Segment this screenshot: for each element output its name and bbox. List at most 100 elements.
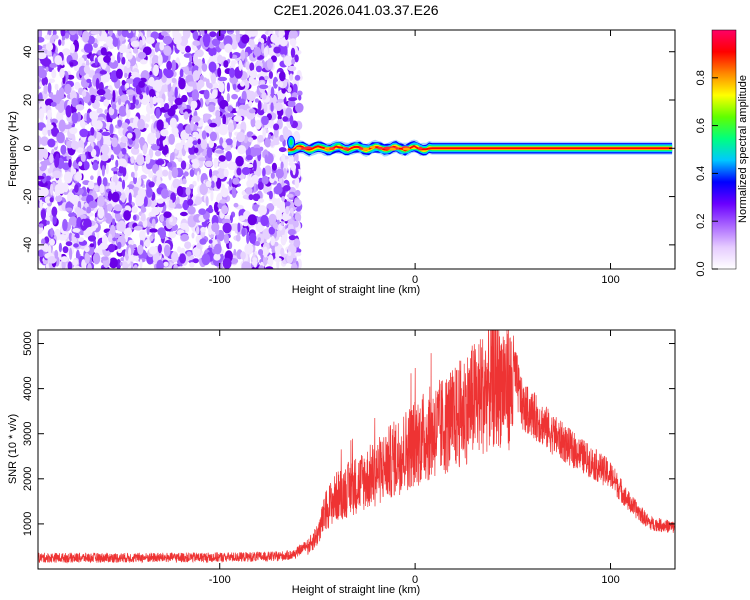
noise-blob (46, 109, 53, 120)
noise-blob (223, 168, 229, 178)
noise-blob (262, 126, 267, 139)
noise-blob (201, 130, 207, 140)
noise-blob (180, 211, 188, 217)
noise-blob (58, 87, 65, 99)
noise-blob (252, 193, 261, 202)
noise-blob (294, 199, 302, 207)
noise-blob (267, 254, 274, 267)
noise-blob (202, 77, 208, 82)
noise-blob (233, 202, 239, 208)
noise-blob (202, 33, 211, 45)
noise-blob (145, 154, 151, 164)
noise-blob (139, 39, 143, 48)
noise-blob (58, 119, 66, 132)
noise-blob (275, 249, 280, 261)
noise-blob (148, 170, 154, 178)
noise-blob (45, 42, 54, 52)
noise-blob (290, 47, 296, 58)
noise-blob (266, 58, 274, 70)
noise-blob (270, 235, 276, 246)
noise-blob (284, 201, 291, 207)
noise-blob (127, 132, 133, 139)
noise-blob (43, 84, 48, 95)
noise-blob (244, 51, 249, 58)
noise-blob (119, 150, 123, 161)
noise-blob (263, 47, 269, 58)
noise-blob (58, 234, 68, 241)
noise-blob (41, 76, 48, 87)
noise-blob (46, 220, 50, 225)
signal-peak (402, 147, 411, 151)
noise-blob (288, 235, 297, 241)
y-tick-label: 3000 (22, 421, 34, 445)
noise-blob (39, 199, 43, 211)
noise-blob (290, 163, 297, 172)
colorbar-tick-label: 0.6 (695, 118, 707, 133)
noise-blob (207, 82, 213, 89)
noise-blob (264, 154, 268, 164)
noise-blob (118, 98, 122, 106)
noise-blob (69, 62, 74, 67)
signal-peak (418, 146, 423, 150)
noise-blob (121, 147, 127, 155)
noise-blob (112, 37, 119, 48)
noise-blob (264, 137, 272, 148)
noise-blob (81, 121, 86, 131)
noise-blob (71, 232, 75, 243)
noise-blob (222, 218, 231, 225)
noise-blob (208, 104, 216, 113)
noise-blob (168, 133, 175, 145)
noise-blob (261, 92, 267, 100)
noise-blob (156, 119, 164, 131)
noise-blob (192, 247, 201, 257)
noise-blob (187, 136, 194, 148)
noise-blob (83, 65, 90, 74)
noise-blob (261, 115, 269, 126)
noise-blob (90, 175, 94, 180)
noise-blob (68, 158, 72, 168)
y-tick-label: 5000 (22, 331, 34, 355)
noise-blob (280, 161, 284, 170)
noise-blob (171, 77, 177, 84)
noise-blob (232, 177, 240, 185)
noise-blob (199, 238, 207, 245)
noise-blob (246, 90, 256, 102)
noise-blob (148, 228, 158, 233)
noise-blob (71, 97, 78, 108)
noise-blob (193, 147, 199, 154)
noise-blob (235, 123, 242, 129)
noise-blob (205, 196, 209, 207)
noise-blob (190, 119, 194, 131)
noise-blob (117, 220, 126, 232)
noise-blob (193, 53, 198, 65)
x-tick-label: 0 (412, 574, 418, 586)
noise-blob (139, 230, 146, 241)
noise-blob (62, 246, 69, 254)
noise-blob (174, 97, 183, 106)
noise-blob (262, 167, 266, 178)
colorbar: 0.0 0.2 0.4 0.6 0.8 Normalized spectral ampl… (695, 29, 749, 277)
noise-blob (218, 161, 229, 169)
noise-blob (38, 65, 44, 73)
noise-blob (125, 60, 131, 69)
noise-blob (155, 159, 165, 166)
noise-blob (65, 105, 72, 118)
noise-blob (94, 57, 98, 66)
noise-blob (68, 212, 77, 218)
noise-blob (111, 137, 118, 148)
noise-blob (258, 265, 265, 269)
noise-blob (148, 88, 156, 98)
noise-blob (121, 179, 126, 190)
noise-blob (212, 175, 218, 183)
noise-blob (130, 156, 135, 164)
noise-blob (222, 222, 232, 234)
noise-blob (87, 263, 92, 269)
noise-blob (140, 174, 147, 180)
signal-peak (361, 147, 370, 151)
y-tick-label: 0 (22, 145, 34, 151)
noise-blob (111, 191, 120, 203)
noise-blob (87, 244, 95, 256)
noise-blob (292, 83, 298, 95)
noise-blob (79, 214, 87, 220)
noise-blob (209, 122, 217, 128)
